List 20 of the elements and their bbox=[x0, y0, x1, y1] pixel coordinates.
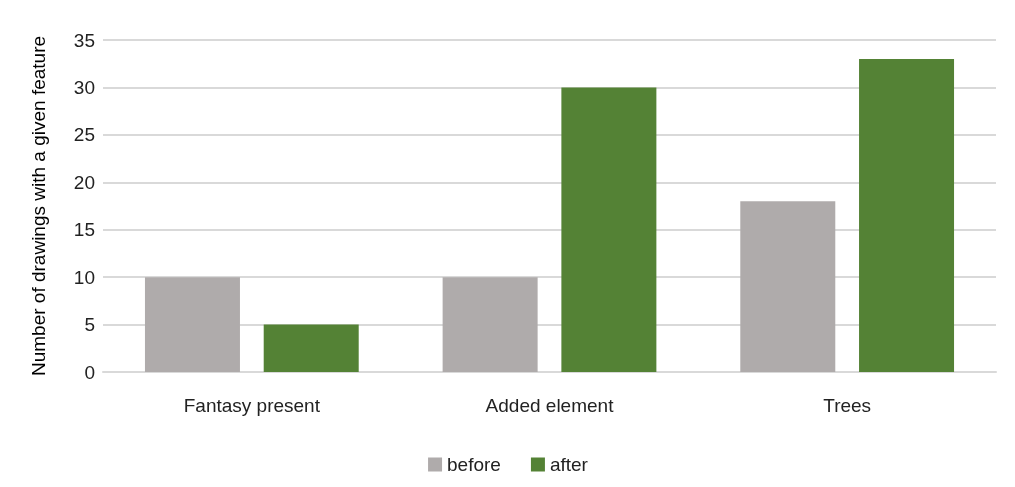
y-tick-label: 10 bbox=[73, 266, 95, 288]
x-tick-label: Fantasy present bbox=[183, 395, 321, 416]
x-tick-label: Trees bbox=[823, 395, 872, 416]
y-axis-title: Number of drawings with a given feature bbox=[28, 35, 49, 377]
bar bbox=[442, 277, 538, 372]
legend-label: before bbox=[447, 454, 501, 475]
y-tick-label: 35 bbox=[73, 29, 95, 51]
y-tick-label: 0 bbox=[84, 361, 95, 383]
bar bbox=[144, 277, 240, 372]
bar bbox=[263, 324, 359, 372]
bar bbox=[740, 201, 836, 372]
y-tick-label: 15 bbox=[73, 219, 95, 241]
x-tick-label: Added element bbox=[485, 395, 615, 416]
y-tick-label: 25 bbox=[73, 124, 95, 146]
bar bbox=[859, 58, 955, 372]
y-tick-label: 5 bbox=[84, 314, 95, 336]
bar bbox=[561, 87, 657, 372]
legend-label: after bbox=[549, 454, 589, 475]
y-tick-label: 30 bbox=[73, 76, 95, 98]
y-tick-label: 20 bbox=[73, 171, 95, 193]
